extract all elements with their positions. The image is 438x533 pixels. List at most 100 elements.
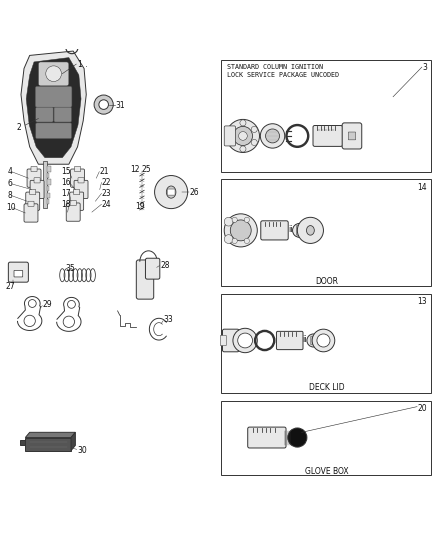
Text: 12: 12 (130, 165, 139, 174)
FancyBboxPatch shape (66, 203, 80, 221)
Circle shape (46, 66, 61, 82)
Polygon shape (25, 432, 75, 438)
Text: ii: ii (289, 225, 293, 234)
FancyBboxPatch shape (261, 221, 288, 240)
Circle shape (229, 126, 235, 133)
Text: 18: 18 (61, 200, 71, 209)
Text: 4: 4 (8, 167, 13, 176)
Polygon shape (47, 166, 50, 172)
Circle shape (99, 100, 109, 109)
Text: 6: 6 (8, 179, 13, 188)
Polygon shape (25, 438, 71, 450)
Circle shape (224, 235, 233, 244)
Bar (221, 400, 431, 475)
Circle shape (232, 238, 237, 244)
Text: 14: 14 (417, 182, 427, 191)
Text: DOOR: DOOR (315, 277, 338, 286)
FancyBboxPatch shape (27, 169, 41, 187)
FancyBboxPatch shape (220, 335, 226, 346)
Text: 3: 3 (422, 63, 427, 72)
Text: 1 .: 1 . (78, 60, 87, 69)
Circle shape (239, 132, 247, 140)
Polygon shape (47, 192, 50, 198)
FancyBboxPatch shape (31, 166, 37, 172)
FancyBboxPatch shape (224, 126, 236, 146)
Text: 20: 20 (417, 403, 427, 413)
Bar (221, 180, 431, 286)
Polygon shape (71, 432, 75, 450)
Polygon shape (43, 161, 47, 208)
FancyBboxPatch shape (8, 262, 28, 282)
Text: 28: 28 (160, 261, 170, 270)
Text: 33: 33 (163, 315, 173, 324)
Circle shape (230, 220, 251, 241)
Text: 13: 13 (417, 297, 427, 306)
Text: STANDARD COLUMN IGNITION
LOCK SERVICE PACKAGE UNCODED: STANDARD COLUMN IGNITION LOCK SERVICE PA… (227, 63, 339, 78)
Polygon shape (26, 58, 81, 158)
FancyBboxPatch shape (35, 86, 72, 107)
FancyBboxPatch shape (74, 180, 88, 199)
Text: 27: 27 (6, 282, 15, 292)
FancyBboxPatch shape (74, 166, 81, 172)
FancyBboxPatch shape (71, 169, 85, 187)
FancyBboxPatch shape (167, 189, 175, 195)
Circle shape (155, 175, 187, 208)
Bar (221, 294, 431, 393)
Circle shape (233, 126, 253, 146)
Circle shape (240, 146, 246, 152)
Circle shape (244, 238, 250, 244)
Text: ii: ii (303, 335, 307, 344)
Text: 26: 26 (189, 189, 199, 197)
Circle shape (226, 119, 259, 152)
FancyBboxPatch shape (342, 123, 362, 149)
Text: 21: 21 (99, 167, 109, 176)
FancyBboxPatch shape (28, 201, 34, 206)
FancyBboxPatch shape (136, 260, 154, 299)
Circle shape (232, 217, 237, 222)
Polygon shape (47, 199, 49, 204)
Polygon shape (47, 180, 51, 184)
FancyBboxPatch shape (24, 204, 38, 222)
Text: 31: 31 (116, 101, 125, 110)
FancyBboxPatch shape (34, 177, 40, 183)
Text: 22: 22 (102, 178, 111, 187)
Text: 24: 24 (102, 200, 111, 209)
Text: 23: 23 (102, 189, 111, 198)
FancyBboxPatch shape (223, 329, 239, 352)
Text: 30: 30 (78, 446, 87, 455)
FancyBboxPatch shape (348, 132, 356, 140)
Circle shape (229, 140, 235, 146)
Circle shape (307, 334, 320, 347)
Text: 35: 35 (66, 264, 75, 273)
Text: DECK LID: DECK LID (309, 383, 344, 392)
Text: 8: 8 (8, 191, 13, 200)
FancyBboxPatch shape (26, 192, 40, 211)
Circle shape (251, 126, 257, 133)
Text: 2: 2 (17, 123, 21, 132)
Circle shape (297, 217, 323, 244)
FancyBboxPatch shape (70, 192, 84, 211)
Ellipse shape (166, 186, 176, 198)
Polygon shape (20, 440, 25, 446)
FancyBboxPatch shape (311, 336, 316, 345)
Circle shape (260, 124, 285, 148)
Circle shape (312, 329, 335, 352)
Circle shape (233, 328, 257, 353)
Text: GLOVE BOX: GLOVE BOX (305, 466, 348, 475)
FancyBboxPatch shape (145, 258, 160, 279)
Circle shape (240, 120, 246, 126)
Polygon shape (47, 173, 49, 178)
Circle shape (251, 140, 257, 146)
Circle shape (288, 428, 307, 447)
FancyBboxPatch shape (36, 123, 71, 139)
Circle shape (224, 214, 257, 247)
Circle shape (265, 129, 279, 143)
Text: 17: 17 (61, 189, 71, 198)
FancyBboxPatch shape (297, 225, 303, 235)
FancyBboxPatch shape (313, 125, 343, 147)
FancyBboxPatch shape (248, 427, 286, 448)
Circle shape (238, 333, 253, 348)
Text: 10: 10 (6, 203, 15, 212)
FancyBboxPatch shape (36, 107, 53, 122)
FancyBboxPatch shape (14, 270, 23, 277)
